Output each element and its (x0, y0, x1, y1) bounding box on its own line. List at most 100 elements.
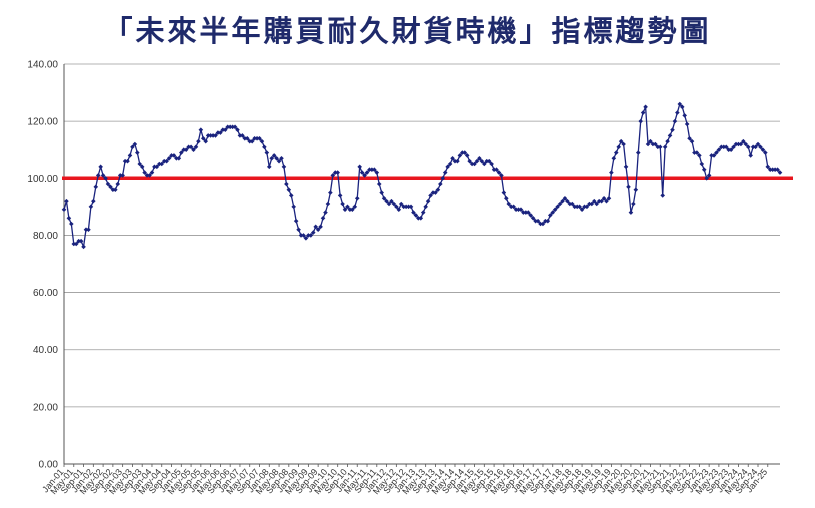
data-point (386, 201, 392, 207)
data-point (721, 144, 727, 150)
data-point (555, 204, 560, 210)
data-point (672, 118, 678, 124)
data-point (266, 164, 272, 170)
data-point (113, 187, 118, 193)
data-point (667, 133, 673, 138)
data-point (425, 198, 431, 204)
data-point (149, 170, 155, 175)
data-point (633, 187, 639, 193)
data-point (464, 153, 470, 158)
data-point (367, 167, 372, 173)
data-point (491, 167, 497, 173)
data-point (650, 141, 656, 147)
chart-title: 「未來半年購買耐久財貨時機」指標趨勢圖 (103, 14, 712, 48)
data-point (467, 158, 472, 164)
data-point (328, 190, 333, 195)
data-point (230, 124, 235, 130)
data-point (484, 158, 490, 164)
data-point (161, 158, 167, 164)
data-point (560, 198, 565, 204)
data-point (569, 201, 575, 207)
data-point (86, 227, 91, 233)
data-point (398, 201, 404, 207)
data-point (609, 170, 614, 175)
data-point (675, 110, 680, 115)
data-point (308, 233, 314, 238)
data-point (215, 130, 221, 135)
data-point (777, 170, 783, 175)
gridlines (64, 63, 780, 465)
data-point (178, 150, 184, 155)
data-point (440, 175, 446, 181)
data-point (115, 181, 121, 187)
data-point (120, 173, 125, 178)
data-point (521, 210, 526, 215)
data-point (284, 181, 289, 187)
data-point (408, 204, 414, 210)
data-point (723, 144, 729, 150)
data-point (477, 155, 482, 161)
data-point (687, 135, 692, 141)
data-point (526, 210, 531, 215)
data-point (332, 170, 338, 175)
data-point (452, 158, 458, 164)
data-point (416, 215, 421, 221)
data-point (137, 161, 143, 167)
data-point (364, 170, 370, 175)
data-point (291, 204, 297, 210)
data-point (538, 221, 543, 227)
data-point (513, 207, 519, 213)
data-point (738, 141, 744, 147)
data-point (438, 181, 443, 187)
data-point (482, 161, 487, 167)
data-point (83, 227, 89, 233)
data-point (345, 204, 350, 210)
data-point (384, 198, 389, 204)
data-point (758, 144, 763, 150)
data-point (711, 153, 717, 158)
y-tick-label: 60.00 (33, 288, 58, 299)
data-point (701, 167, 707, 173)
data-point (379, 190, 384, 195)
data-point (357, 164, 362, 170)
data-point (213, 133, 218, 138)
data-point (540, 221, 546, 227)
data-point (98, 164, 103, 170)
data-point (103, 175, 108, 181)
data-point (69, 221, 74, 227)
data-point (320, 215, 326, 221)
data-point (335, 170, 340, 175)
data-point (606, 195, 612, 201)
data-point (301, 233, 306, 238)
data-point (479, 158, 485, 164)
data-point (496, 170, 502, 175)
data-point (296, 227, 301, 233)
data-point (557, 201, 563, 207)
y-tick-label: 40.00 (33, 345, 58, 356)
data-point (435, 187, 441, 193)
data-point (684, 121, 690, 127)
data-point (381, 195, 387, 201)
data-point (340, 201, 345, 207)
data-point (579, 207, 585, 213)
data-point (191, 147, 196, 153)
data-point (582, 204, 587, 210)
data-point (369, 167, 375, 173)
data-point (396, 207, 402, 213)
data-point (88, 204, 94, 210)
data-point (523, 210, 529, 215)
data-point (142, 170, 147, 175)
data-point (584, 204, 590, 210)
series-layer (61, 101, 783, 250)
data-point (767, 167, 773, 173)
data-point (303, 235, 309, 241)
y-tick-label: 0.00 (39, 460, 59, 471)
data-point (183, 147, 189, 153)
data-point (748, 153, 753, 158)
data-point (428, 193, 433, 198)
data-point (506, 201, 512, 207)
data-point (325, 201, 331, 207)
data-point (562, 195, 568, 201)
data-point (638, 118, 644, 124)
data-point (95, 173, 101, 178)
